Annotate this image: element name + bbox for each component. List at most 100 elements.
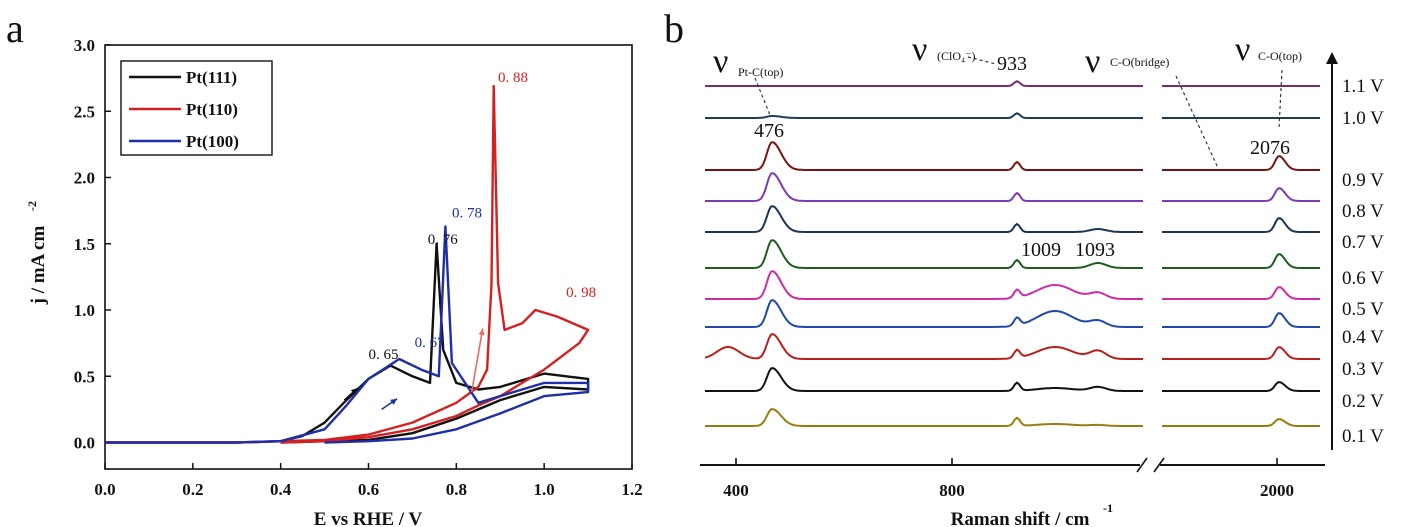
cv-x-tick-label: 1.2 — [621, 480, 642, 499]
legend-label-pt111: Pt(111) — [186, 68, 237, 87]
raman-trace-high — [1162, 217, 1320, 233]
band-symbol-pt-c-top: ν — [713, 43, 728, 80]
peak-label-1093: 1093 — [1075, 239, 1115, 261]
cv-scan-arrows — [343, 328, 485, 411]
cv-y-tick-label: 0.5 — [74, 367, 95, 386]
raman-potential-axis — [1326, 52, 1338, 450]
cv-peak-annotation: 0. 88 — [498, 70, 528, 86]
panel-label-a: a — [6, 6, 24, 51]
potential-axis-arrow — [1326, 52, 1338, 64]
cv-x-tick-label: 0.0 — [94, 480, 115, 499]
potential-label: 1.0 V — [1342, 108, 1384, 129]
raman-trace-high — [1162, 381, 1320, 392]
band-symbol-co-top: ν — [1235, 31, 1250, 68]
potential-label: 0.8 V — [1342, 201, 1384, 222]
peak-label-2076: 2076 — [1250, 137, 1290, 159]
cv-curve-pt110 — [105, 84, 590, 444]
cv-peak-annotation: 0. 98 — [566, 285, 596, 301]
cv-annotations: 0. 65 0. 67 0. 76 0. 78 0. 88 0. 98 — [369, 70, 597, 363]
potential-label: 0.5 V — [1342, 299, 1384, 320]
potential-label: 1.1 V — [1342, 76, 1384, 97]
cv-peak-annotation: 0. 78 — [452, 205, 482, 221]
x-tick-label-800: 800 — [939, 481, 965, 500]
raman-band-labels: ν Pt-C(top) ν (ClO₄⁻) ν C-O(bridge) ν C-… — [713, 31, 1302, 80]
raman-trace-high — [1162, 187, 1320, 202]
guide-line-2076 — [1278, 69, 1283, 129]
guide-line-476 — [754, 77, 771, 116]
raman-x-axis: 400 800 2000 Raman shift / cm -1 — [700, 457, 1325, 527]
cv-y-axis-label-sup: -2 — [25, 201, 39, 211]
axis-break-mark-1 — [1136, 457, 1148, 473]
raman-x-axis-label-sup: -1 — [1103, 501, 1113, 515]
cv-y-tick-label: 1.0 — [74, 301, 95, 320]
cv-y-axis-label-text: j / mA cm — [28, 226, 49, 306]
panel-label-b: b — [664, 6, 684, 51]
scan-arrow-head — [390, 398, 398, 405]
band-sub-co-bridge: C-O(bridge) — [1110, 55, 1169, 69]
peak-label-933: 933 — [997, 53, 1027, 75]
legend-label-pt110: Pt(110) — [186, 100, 238, 119]
raman-trace-low — [705, 367, 1143, 392]
cv-curve-pt111 — [105, 242, 590, 444]
raman-guide-lines — [754, 56, 1283, 169]
raman-trace-low — [705, 408, 1143, 427]
cv-x-tick-label: 0.6 — [358, 480, 379, 499]
cv-peak-annotation: 0. 65 — [369, 347, 399, 363]
x-tick-label-2000: 2000 — [1260, 481, 1294, 500]
cv-y-tick-label: 1.5 — [74, 235, 95, 254]
potential-label: 0.4 V — [1342, 327, 1384, 348]
cv-y-tick-label: 2.0 — [74, 169, 95, 188]
potential-label: 0.3 V — [1342, 359, 1384, 380]
potential-label: 0.2 V — [1342, 391, 1384, 412]
raman-trace-low — [705, 299, 1143, 328]
cv-legend: Pt(111) Pt(110) Pt(100) — [120, 60, 273, 156]
band-symbol-clo4: ν — [912, 31, 927, 68]
cv-chart: 0.0 0.2 0.4 0.6 0.8 1.0 1.2 0.0 0.5 1.0 1.5 2.0 2.5 3… — [25, 36, 643, 527]
raman-trace-high — [1162, 155, 1320, 171]
raman-trace-low — [704, 333, 1143, 360]
potential-label: 0.1 V — [1342, 426, 1384, 447]
legend-label-pt100: Pt(100) — [186, 132, 239, 151]
raman-trace-high — [1162, 346, 1320, 360]
potential-label: 0.7 V — [1342, 232, 1384, 253]
raman-trace-low — [705, 205, 1143, 233]
guide-line-bridge — [1175, 75, 1219, 169]
cv-y-tick-label: 2.5 — [74, 102, 95, 121]
cv-x-axis-label: E vs RHE / V — [314, 509, 423, 527]
cv-y-tick-label: 3.0 — [74, 36, 95, 55]
cv-ticks: 0.0 0.2 0.4 0.6 0.8 1.0 1.2 0.0 0.5 1.0 1.5 2.0 2.5 3… — [74, 36, 643, 499]
scan-arrow-head — [478, 328, 485, 336]
raman-trace-low — [705, 112, 1143, 119]
raman-trace-low — [705, 141, 1143, 171]
potential-label: 0.6 V — [1342, 268, 1384, 289]
cv-y-axis-label: j / mA cm -2 — [25, 201, 49, 305]
band-sub-clo4: (ClO₄⁻) — [937, 49, 976, 63]
potential-label: 0.9 V — [1342, 170, 1384, 191]
cv-peak-annotation: 0. 67 — [415, 335, 446, 351]
raman-trace-low — [705, 270, 1143, 300]
raman-x-axis-label: Raman shift / cm — [951, 509, 1090, 527]
cv-series — [105, 84, 590, 444]
axis-break-mark-2 — [1153, 457, 1165, 473]
raman-spectra — [704, 80, 1320, 427]
peak-label-476: 476 — [754, 120, 784, 142]
raman-trace-low — [705, 239, 1143, 269]
band-sub-pt-c-top: Pt-C(top) — [738, 65, 783, 79]
cv-curve-pt100 — [105, 225, 590, 444]
scan-arrow-head — [350, 388, 358, 395]
cv-peak-annotation: 0. 76 — [428, 232, 459, 248]
raman-trace-low — [705, 80, 1143, 87]
band-sub-co-top: C-O(top) — [1258, 49, 1302, 63]
raman-trace-high — [1162, 312, 1320, 328]
raman-trace-high — [1162, 286, 1320, 300]
peak-label-1009: 1009 — [1021, 239, 1061, 261]
potential-labels: 1.1 V 1.0 V 0.9 V 0.8 V 0.7 V 0.6 V 0.5 V 0.4 V… — [1342, 76, 1384, 447]
guide-line-933 — [967, 56, 997, 65]
cv-x-tick-label: 1.0 — [534, 480, 555, 499]
scan-arrow — [470, 328, 484, 393]
raman-trace-high — [1162, 418, 1320, 427]
raman-chart: ν Pt-C(top) ν (ClO₄⁻) ν C-O(bridge) ν C-… — [700, 31, 1384, 527]
cv-x-tick-label: 0.2 — [182, 480, 203, 499]
x-tick-label-400: 400 — [723, 481, 749, 500]
